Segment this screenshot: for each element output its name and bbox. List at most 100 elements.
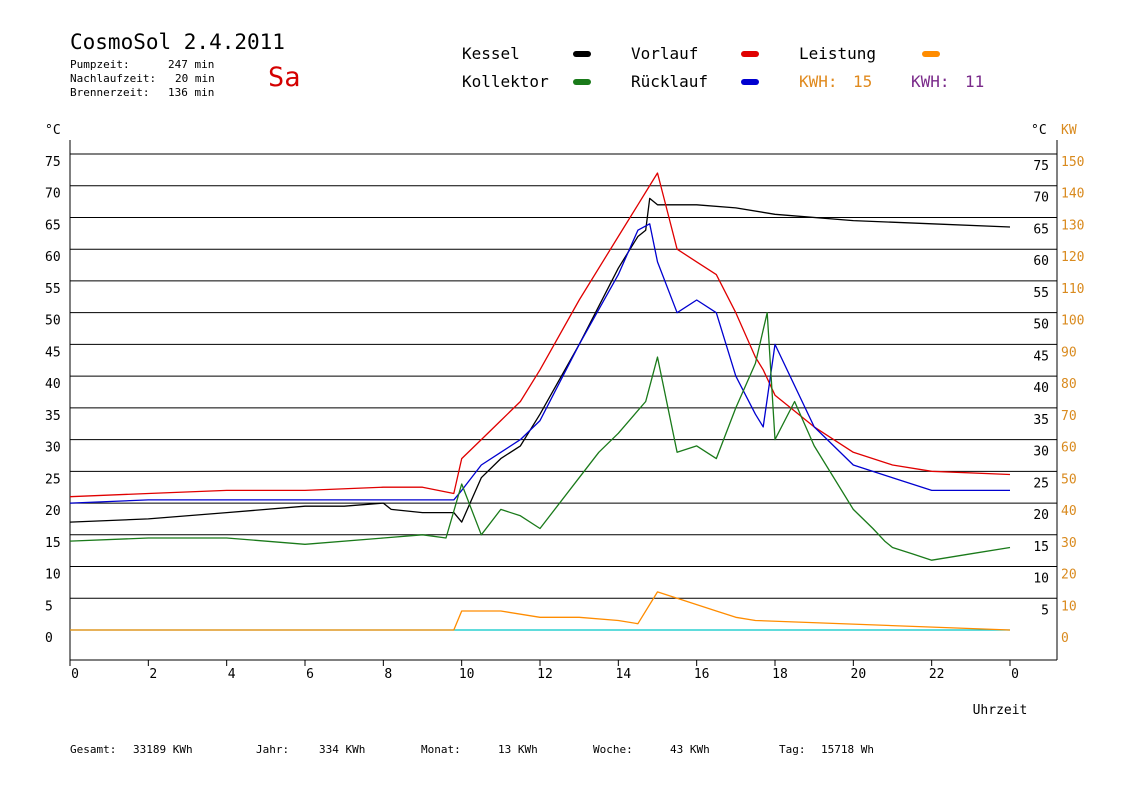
y-tick-kw: 140 [1061, 187, 1084, 202]
x-axis-label: Uhrzeit [973, 703, 1028, 718]
x-tick-label: 20 [851, 667, 867, 682]
legend-leistung-swatch [922, 51, 940, 57]
y-tick-right: 65 [1033, 222, 1049, 237]
y-tick-kw: 90 [1061, 345, 1077, 360]
footer-tag-value: 15718 Wh [821, 743, 874, 756]
x-tick-label: 16 [694, 667, 710, 682]
y-axis-label-kw: KW [1061, 123, 1077, 138]
y-axis-label-left: °C [45, 123, 61, 138]
y-tick-left: 5 [45, 599, 53, 614]
y-tick-right: 40 [1033, 381, 1049, 396]
y-tick-right: 25 [1033, 476, 1049, 491]
footer-jahr-value: 334 KWh [319, 743, 366, 756]
series-kollektor [69, 312, 1011, 561]
x-tick-label: 0 [71, 667, 79, 682]
y-tick-left: 40 [45, 377, 61, 392]
y-tick-right: 55 [1033, 286, 1049, 301]
y-tick-kw: 10 [1061, 599, 1077, 614]
legend-kwh2-label: KWH: [911, 72, 950, 91]
y-tick-left: 65 [45, 218, 61, 233]
x-tick-label: 22 [929, 667, 945, 682]
series-kessel [69, 197, 1011, 523]
y-tick-kw: 100 [1061, 314, 1084, 329]
y-tick-left: 75 [45, 155, 61, 170]
weekday-label: Sa [268, 62, 301, 93]
x-tick-label: 18 [772, 667, 788, 682]
y-tick-kw: 120 [1061, 250, 1084, 265]
series-leistung [70, 591, 1011, 631]
x-tick-label: 14 [616, 667, 632, 682]
y-tick-left: 0 [45, 631, 53, 646]
legend-kessel-label: Kessel [462, 44, 520, 63]
footer-monat-label: Monat: [421, 743, 461, 756]
y-tick-kw: 30 [1061, 536, 1077, 551]
y-tick-right: 5 [1041, 603, 1049, 618]
y-tick-right: 75 [1033, 159, 1049, 174]
series-vorlauf [69, 172, 1011, 498]
legend-kessel-swatch [573, 51, 591, 57]
y-tick-right: 60 [1033, 254, 1049, 269]
x-tick-label: 6 [306, 667, 314, 682]
footer-gesamt-value: 33189 KWh [133, 743, 193, 756]
nachlaufzeit-value: 20 min [175, 72, 215, 85]
y-tick-kw: 150 [1061, 155, 1084, 170]
y-tick-kw: 70 [1061, 409, 1077, 424]
pumpzeit-label: Pumpzeit: [70, 58, 130, 71]
brennerzeit-label: Brennerzeit: [70, 86, 150, 99]
y-tick-kw: 130 [1061, 218, 1084, 233]
x-tick-label: 8 [384, 667, 392, 682]
legend-ruecklauf-label: Rücklauf [631, 72, 709, 91]
y-tick-left: 20 [45, 504, 61, 519]
y-axis-label-right: °C [1031, 123, 1047, 138]
y-tick-right: 45 [1033, 349, 1049, 364]
x-tick-label: 4 [228, 667, 236, 682]
brennerzeit-value: 136 min [168, 86, 215, 99]
y-tick-left: 60 [45, 250, 61, 265]
footer-woche-label: Woche: [593, 743, 633, 756]
y-tick-right: 30 [1033, 445, 1049, 460]
legend-kwh1-label: KWH: [799, 72, 838, 91]
y-tick-kw: 80 [1061, 377, 1077, 392]
x-tick-label: 10 [459, 667, 475, 682]
y-tick-kw: 50 [1061, 472, 1077, 487]
legend-leistung-label: Leistung [799, 44, 877, 63]
y-tick-kw: 0 [1061, 631, 1069, 646]
y-tick-right: 20 [1033, 508, 1049, 523]
y-tick-left: 70 [45, 187, 61, 202]
y-tick-kw: 20 [1061, 568, 1077, 583]
legend-vorlauf-swatch [741, 51, 759, 57]
x-tick-label: 2 [149, 667, 157, 682]
footer-tag-label: Tag: [779, 743, 806, 756]
y-tick-left: 55 [45, 282, 61, 297]
footer-jahr-label: Jahr: [256, 743, 290, 756]
y-tick-right: 35 [1033, 413, 1049, 428]
legend-vorlauf-label: Vorlauf [631, 44, 699, 63]
footer-woche-value: 43 KWh [670, 743, 710, 756]
y-tick-right: 15 [1033, 540, 1049, 555]
y-tick-right: 50 [1033, 318, 1049, 333]
nachlaufzeit-label: Nachlaufzeit: [70, 72, 157, 85]
y-tick-left: 35 [45, 409, 61, 424]
legend-kollektor-swatch [573, 79, 591, 85]
y-tick-left: 15 [45, 536, 61, 551]
y-tick-left: 50 [45, 314, 61, 329]
x-tick-label: 12 [537, 667, 553, 682]
series-rcklauf [69, 223, 1010, 504]
app-title: CosmoSol 2.4.2011 [70, 30, 285, 54]
footer-gesamt-label: Gesamt: [70, 743, 117, 756]
y-tick-kw: 40 [1061, 504, 1077, 519]
legend-kwh2-value: 11 [965, 72, 985, 91]
x-tick-label: 0 [1011, 667, 1019, 682]
legend-ruecklauf-swatch [741, 79, 759, 85]
legend-kwh1-value: 15 [853, 72, 873, 91]
y-tick-kw: 110 [1061, 282, 1084, 297]
y-tick-left: 10 [45, 568, 61, 583]
y-tick-right: 70 [1033, 191, 1049, 206]
y-tick-left: 25 [45, 472, 61, 487]
legend-kollektor-label: Kollektor [462, 72, 549, 91]
y-tick-left: 45 [45, 345, 61, 360]
y-tick-kw: 60 [1061, 441, 1077, 456]
y-tick-left: 30 [45, 441, 61, 456]
pumpzeit-value: 247 min [168, 58, 215, 71]
